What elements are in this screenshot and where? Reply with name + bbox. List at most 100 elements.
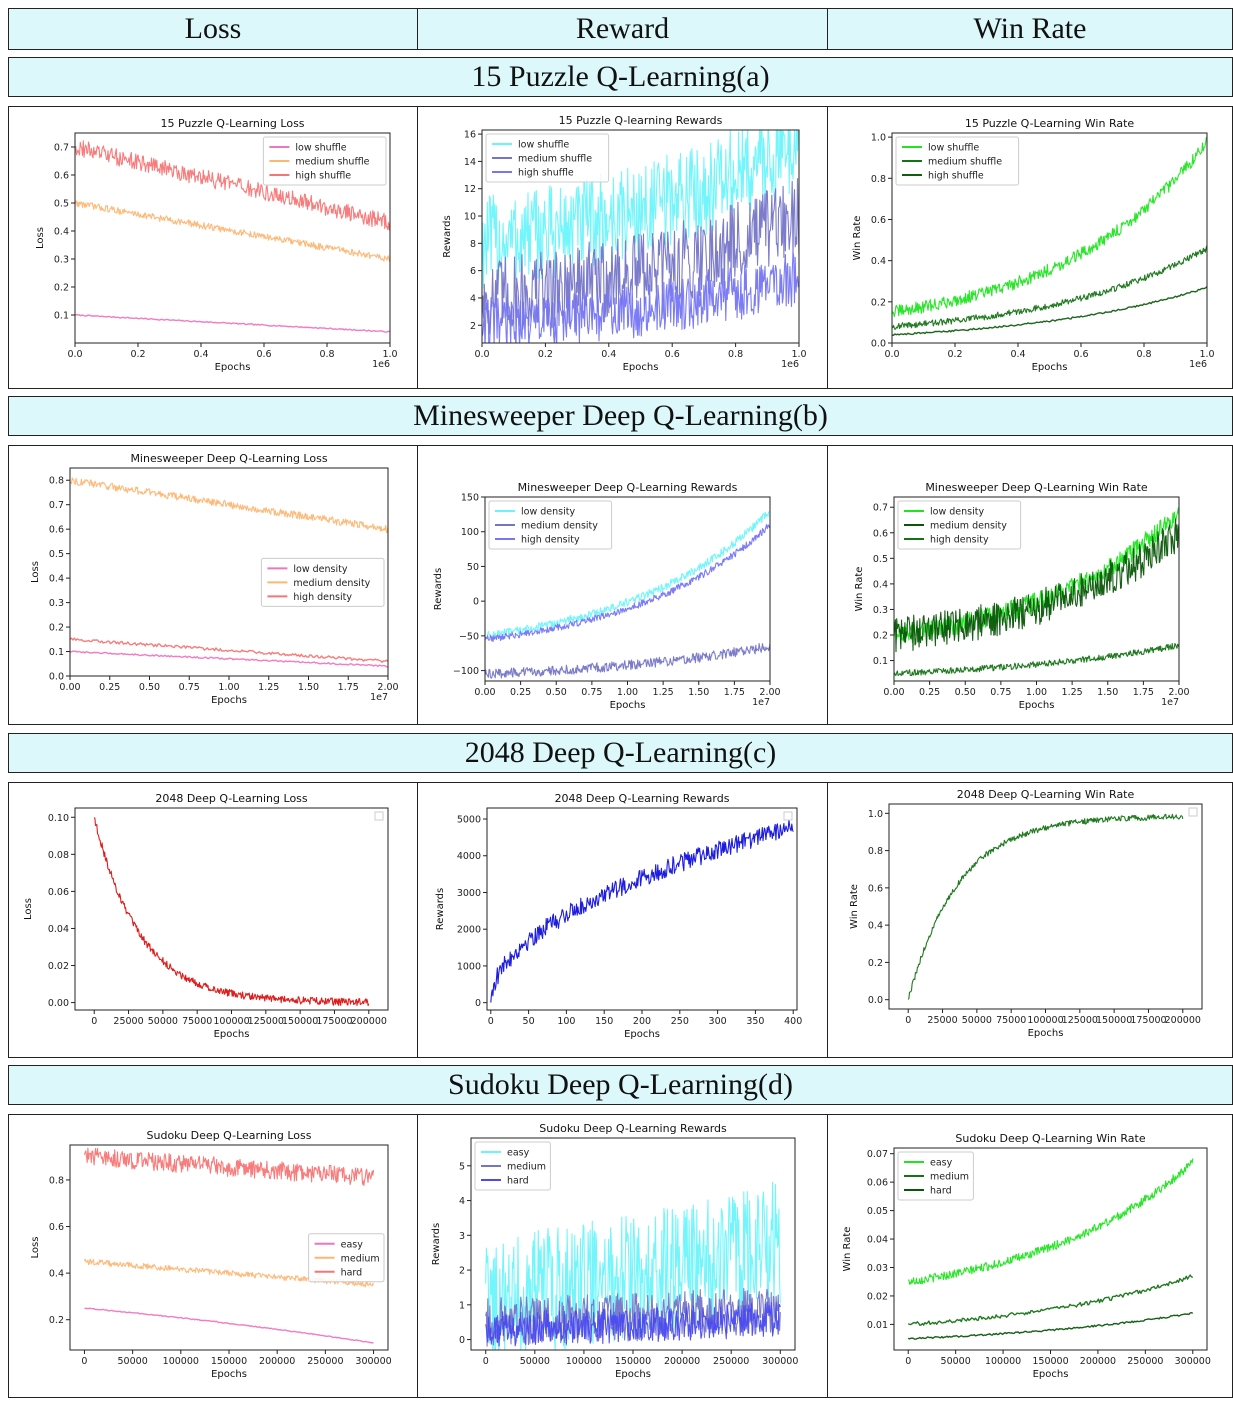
x-tick-label: 150000 [211,1356,247,1367]
chart-2048-reward: 0 50 100 150 200 250 300 350 4000100020003000400… [435,792,802,1040]
cell-15-puzzle-loss: 0.0 0.2 0.4 0.6 0.8 1.0 0.1 0.2 0.3 0.4 0.5 0.6 0.7 1… [8,106,418,389]
x-tick-label: 200000 [664,1356,700,1367]
y-tick-label: 0.1 [54,311,69,322]
x-tick-label: 175000 [316,1016,352,1027]
chart-title: 2048 Deep Q-Learning Rewards [555,792,730,805]
series-low-density [70,650,388,668]
x-tick-label: 0 [905,1015,911,1026]
x-tick-label: 1.00 [1026,687,1047,698]
x-tick-label: 150000 [615,1356,651,1367]
x-tick-label: 0.4 [193,349,208,360]
series-medium-shuffle [892,245,1207,330]
section-title-15-puzzle: 15 Puzzle Q-Learning(a) [8,57,1233,97]
y-tick-label: 0.00 [48,998,69,1009]
x-tick-label: 250000 [1127,1356,1163,1367]
x-offset-label: 1e6 [1189,359,1207,370]
legend-label: high shuffle [295,171,351,182]
x-axis-label: Epochs [211,695,247,706]
y-tick-label: 0.2 [868,958,883,969]
legend-box [897,500,1022,550]
y-tick-label: 0.2 [49,1315,64,1326]
y-tick-label: 1.0 [868,809,883,820]
series-group [907,813,1184,1000]
x-tick-label: 1.25 [1062,687,1083,698]
legend: easy medium hard [897,1151,974,1201]
section-label: Sudoku Deep Q-Learning(d) [448,1068,793,1101]
y-tick-label: 4000 [457,851,481,862]
series-high-density [485,523,770,643]
legend-label: medium shuffle [295,157,369,168]
series-hard [485,1301,781,1347]
x-tick-label: 200000 [259,1356,295,1367]
series-medium-shuffle [75,200,390,263]
plot-frame [74,132,391,344]
x-tick-label: 50000 [148,1016,178,1027]
legend: easy medium hard [474,1141,551,1191]
x-tick-label: 250000 [307,1356,343,1367]
x-axis-label: Epochs [615,1369,651,1380]
cell-2048-loss: 0 25000 50000 75000 100000 125000 150000 175000… [8,782,418,1058]
y-tick-label: 0.01 [867,1320,888,1331]
y-tick-label: 100 [461,527,479,538]
chart-2048-loss: 0 25000 50000 75000 100000125000150000175000… [23,792,389,1040]
legend-label: hard [930,1186,952,1197]
y-tick-label: −100 [453,666,479,677]
x-tick-label: 100000 [1027,1015,1063,1026]
legend-box [897,1151,974,1201]
empty-legend-box [783,811,793,821]
y-tick-label: 5000 [457,815,481,826]
x-tick-label: 0.00 [474,687,495,698]
x-tick-label: 200000 [1165,1015,1201,1026]
y-tick-label: 0.4 [49,1269,64,1280]
x-tick-label: 50000 [962,1015,992,1026]
chart-title: Minesweeper Deep Q-Learning Win Rate [925,481,1148,494]
x-tick-label: 0.50 [139,682,160,693]
x-tick-label: 0.0 [474,349,489,360]
chart-15-puzzle-loss: 0.0 0.2 0.4 0.6 0.8 1.0 0.1 0.2 0.3 0.4 0.5 0.6 0.7 1… [35,117,398,373]
header-win-rate: Win Rate [827,8,1233,50]
plot-frame [888,803,1203,1010]
series-group [93,817,370,1007]
x-tick-label: 0.75 [990,687,1011,698]
x-tick-label: 50000 [520,1356,550,1367]
x-tick-label: 1.25 [258,682,279,693]
y-tick-label: 0.3 [49,598,64,609]
series-medium [907,1274,1194,1326]
series-low-density [485,511,770,640]
legend-box [895,136,1020,186]
series-high-shuffle [892,286,1207,336]
x-axis-label: Epochs [214,1029,250,1040]
y-tick-label: 0.7 [873,503,888,514]
y-tick-label: 0.1 [873,656,888,667]
series-high-shuffle [482,251,799,343]
series-line [907,813,1184,1000]
chart-title: 15 Puzzle Q-Learning Loss [160,117,304,130]
legend: low density medium density high density [260,557,385,607]
legend-label: easy [507,1148,530,1159]
x-tick-label: 2.00 [759,687,780,698]
header-win-rate-label: Win Rate [973,12,1087,45]
y-tick-label: 0.07 [867,1149,888,1160]
chart-minesweeper-loss: 0.00 0.25 0.50 0.75 1.00 1.25 1.50 1.75 2.00 0.0 0… [30,452,399,706]
y-tick-label: 0.8 [49,476,64,487]
y-tick-label: 0.4 [49,574,64,585]
y-axis-label: Rewards [435,888,446,930]
series-easy [84,1307,374,1344]
x-tick-label: 1.0 [791,349,806,360]
series-easy [907,1158,1194,1285]
y-tick-label: 0.04 [48,924,69,935]
y-tick-label: 0.03 [867,1263,888,1274]
y-tick-label: 3000 [457,888,481,899]
x-axis-label: Epochs [211,1369,247,1380]
legend: low shuffle medium shuffle high shuffle [895,136,1020,186]
series-high-density [894,642,1179,677]
chart-title: Minesweeper Deep Q-Learning Rewards [518,481,738,494]
y-tick-label: 0.2 [49,623,64,634]
y-tick-label: 4 [470,293,476,304]
legend-label: low shuffle [518,140,569,151]
x-tick-label: 0.4 [1010,349,1025,360]
y-tick-label: 0.1 [49,647,64,658]
x-tick-label: 300000 [355,1356,391,1367]
cell-sudoku-loss: 0 50000 100000 150000 200000 250000 300000 0.2 0… [8,1114,418,1398]
y-tick-label: 0.02 [48,961,69,972]
